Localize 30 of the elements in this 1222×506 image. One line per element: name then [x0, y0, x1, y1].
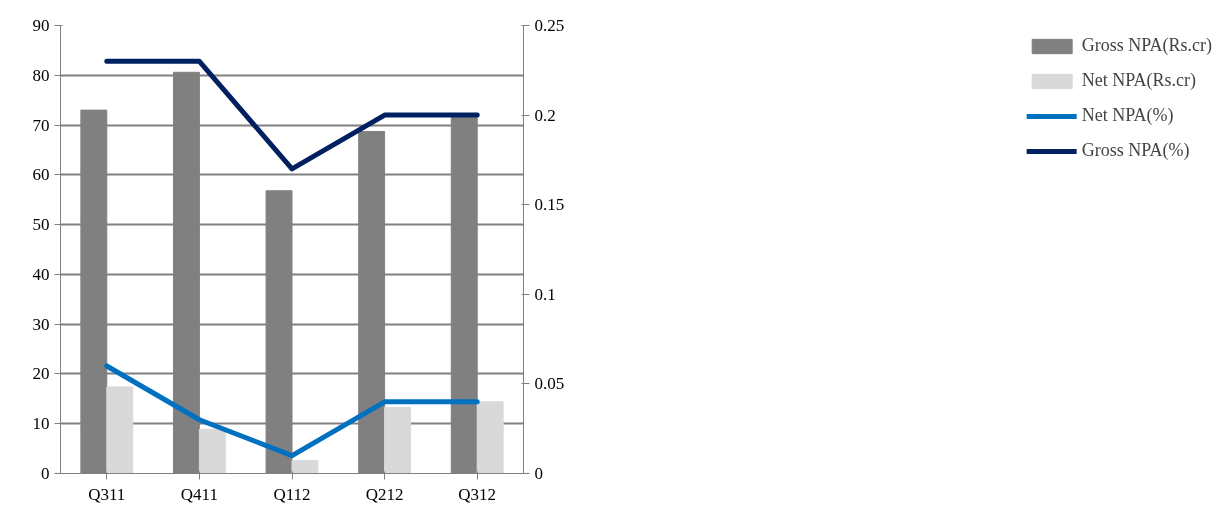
x-tick-label: Q112 — [273, 484, 311, 504]
y2-tick-label: 0.15 — [534, 195, 565, 215]
bar — [198, 428, 226, 474]
y-tick-label: 80 — [32, 65, 50, 85]
y-tick-label: 70 — [32, 115, 50, 135]
y2-tick-label: 0.2 — [534, 105, 556, 125]
bar — [476, 401, 504, 474]
legend-label: Gross NPA(%) — [1081, 140, 1190, 161]
y2-tick-label: 0.25 — [534, 16, 565, 35]
y-tick-label: 20 — [32, 364, 50, 384]
y-tick-label: 30 — [32, 314, 50, 334]
legend-label: Net NPA(Rs.cr) — [1081, 70, 1196, 91]
y-tick-label: 90 — [32, 16, 50, 35]
x-tick-label: Q312 — [458, 484, 497, 504]
x-tick-label: Q212 — [365, 484, 404, 504]
x-tick-label: Q311 — [88, 484, 126, 504]
bar — [106, 386, 134, 474]
y-tick-label: 60 — [32, 165, 50, 185]
bar — [291, 460, 319, 474]
y-tick-label: 0 — [41, 464, 50, 483]
legend-label: Net NPA(%) — [1081, 105, 1174, 126]
y-tick-label: 10 — [32, 414, 50, 434]
y-tick-label: 40 — [32, 264, 50, 284]
y2-tick-label: 0 — [534, 464, 543, 483]
x-tick-label: Q411 — [180, 484, 218, 504]
bar — [384, 406, 412, 474]
legend-label: Gross NPA(Rs.cr) — [1081, 35, 1212, 56]
y-tick-label: 50 — [32, 215, 50, 235]
y2-tick-label: 0.1 — [534, 284, 556, 304]
y2-tick-label: 0.05 — [534, 374, 565, 394]
